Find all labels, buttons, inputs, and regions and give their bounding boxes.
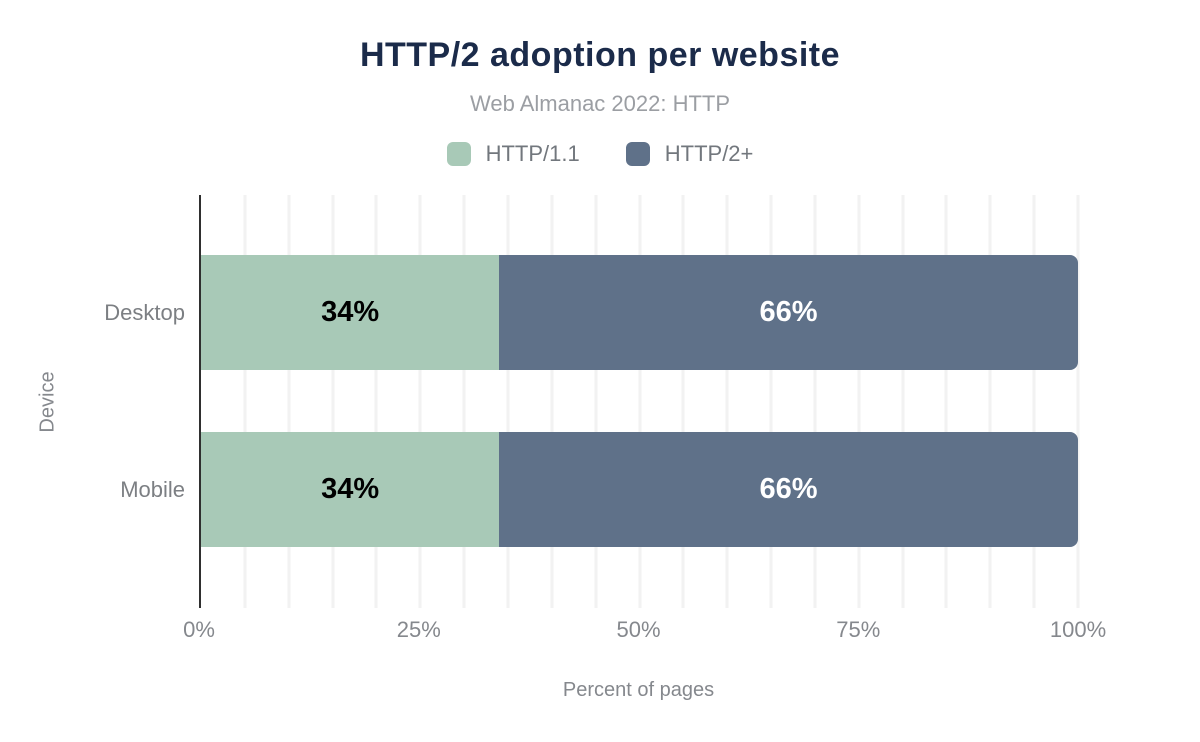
category-label-desktop: Desktop [104,299,185,325]
gridline [594,195,598,608]
legend: HTTP/1.1 HTTP/2+ [0,141,1200,167]
gridline [638,195,641,608]
x-tick-0: 0% [183,617,215,642]
gridline [418,195,422,608]
x-tick-100: 100% [1049,617,1107,642]
gridline [331,195,335,608]
gridline [287,195,291,608]
x-tick-50: 50% [616,617,661,642]
bar-segment-desktop-http-1-1[interactable]: 34% [201,255,500,370]
bar-segment-desktop-http-2[interactable]: 66% [499,255,1078,370]
gridline [374,195,378,608]
bar-segment-mobile-http-1-1[interactable]: 34% [201,432,500,547]
gridline [462,195,466,608]
gridline [506,195,510,608]
legend-swatch-http-2 [625,142,650,166]
legend-item-http-2[interactable]: HTTP/2+ [625,141,754,167]
y-axis-title: Device [36,371,59,433]
legend-swatch-http-1-1 [446,142,471,166]
gridline [1076,195,1080,608]
chart-title: HTTP/2 adoption per website [359,36,841,74]
x-tick-75: 75% [836,617,881,642]
bar-value-label: 66% [759,296,818,328]
plot-area: 34% 66% 34% 66% [199,195,1080,608]
gridline [944,195,948,608]
category-label-mobile: Mobile [120,476,185,502]
gridline [857,195,861,608]
gridline [1032,195,1036,608]
gridline [901,195,905,608]
bar-value-label: 34% [321,473,380,505]
bar-value-label: 66% [759,473,818,505]
gridline [681,195,685,608]
x-axis-title: Percent of pages [562,679,715,701]
bar-row-mobile: 34% 66% [201,432,1078,547]
bar-segment-mobile-http-2[interactable]: 66% [499,432,1078,547]
x-tick-25: 25% [396,617,441,642]
gridline [813,195,817,608]
gridline [243,195,247,608]
bar-row-desktop: 34% 66% [201,255,1078,370]
legend-label: HTTP/2+ [664,141,754,166]
bar-value-label: 34% [321,296,380,328]
gridline [988,195,992,608]
gridline [725,195,729,608]
legend-label: HTTP/1.1 [485,141,580,166]
chart-subtitle: Web Almanac 2022: HTTP [469,91,731,116]
legend-item-http-1-1[interactable]: HTTP/1.1 [446,141,580,167]
gridline [769,195,773,608]
gridline [550,195,554,608]
